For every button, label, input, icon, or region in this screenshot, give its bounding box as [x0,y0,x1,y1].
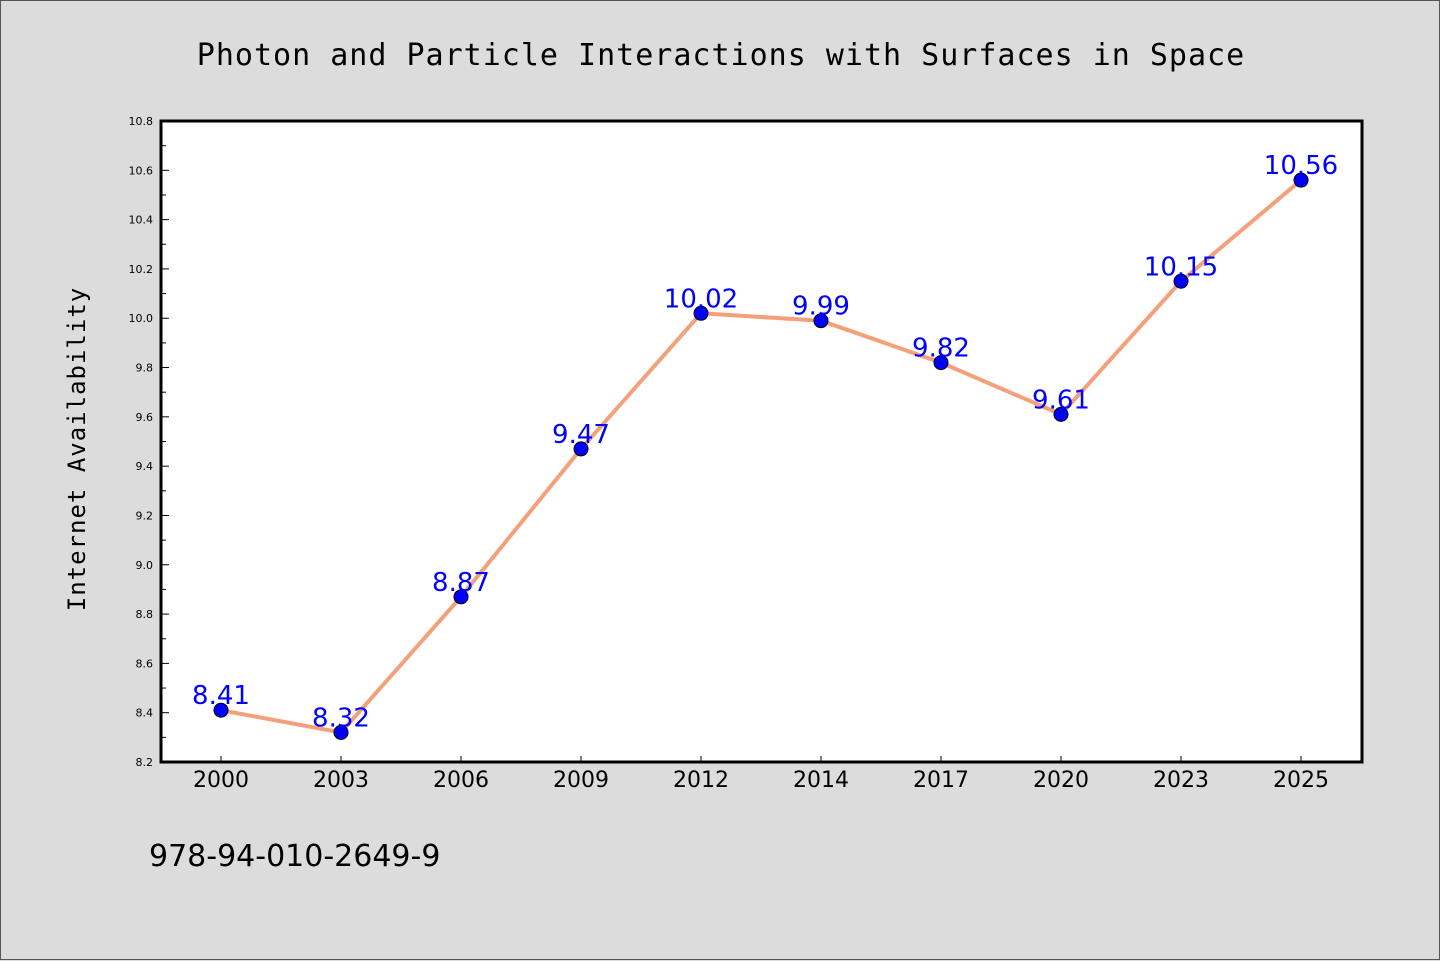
y-tick-label: 10.2 [129,263,154,276]
y-tick-label: 9.2 [136,509,154,522]
y-axis-label: Internet Availability [63,287,91,611]
plot-area [159,119,1364,764]
chart-title: Photon and Particle Interactions with Su… [197,38,1245,73]
x-tick-label: 2017 [913,768,969,793]
y-tick-label: 10.4 [129,214,154,227]
data-label: 9.61 [1032,385,1090,415]
x-tick-label: 2000 [193,768,249,793]
data-point [1173,273,1189,289]
series-line-path [220,178,1303,735]
y-tick-label: 10.6 [129,164,154,177]
x-tick-label: 2009 [553,768,609,793]
x-tick-label: 2006 [433,768,489,793]
data-label: 8.41 [192,681,250,711]
data-label: 10.15 [1144,252,1218,282]
data-point [693,305,709,321]
data-label: 8.87 [432,568,490,598]
series-line [220,178,1303,735]
data-label: 10.02 [664,284,738,314]
x-tick-label: 2003 [313,768,369,793]
data-point [453,589,469,605]
data-point [213,702,229,718]
x-tick-label: 2023 [1153,768,1209,793]
x-axis: 2000 2003 2006 2009 2012 2014 2017 2020 2023 2025 [193,756,1329,793]
y-tick-label: 8.8 [136,608,154,621]
data-label: 9.47 [552,420,610,450]
y-tick-label: 8.2 [136,756,154,769]
y-tick-label: 8.6 [136,657,154,670]
x-tick-label: 2014 [793,768,849,793]
y-tick-label: 9.6 [136,411,154,424]
x-tick-label: 2020 [1033,768,1089,793]
x-tick-label: 2012 [673,768,729,793]
footer-code: 978-94-010-2649-9 [149,839,440,874]
data-point [813,313,829,329]
data-label: 10.56 [1264,151,1338,181]
data-point [1293,172,1309,188]
data-point [1053,406,1069,422]
data-point [933,355,949,371]
data-markers [213,172,1309,740]
y-tick-label: 10.0 [129,312,154,325]
y-tick-label: 8.4 [136,707,154,720]
data-labels: 8.41 8.32 8.87 9.47 10.02 9.99 9.82 9.61 10.15 10… [192,151,1338,733]
y-tick-label: 9.8 [136,362,154,375]
y-tick-label: 9.0 [136,559,154,572]
y-tick-label: 10.8 [129,115,154,128]
data-label: 8.32 [312,703,370,733]
y-tick-label: 9.4 [136,460,154,473]
x-tick-label: 2025 [1273,768,1329,793]
data-label: 9.82 [912,334,970,364]
data-point [333,724,349,740]
y-axis: 8.2 8.4 8.6 8.8 9.0 9.2 9.4 9.6 9.8 10.0 10.2 10.4 1… [129,115,169,769]
data-point [573,441,589,457]
data-label: 9.99 [792,292,850,322]
